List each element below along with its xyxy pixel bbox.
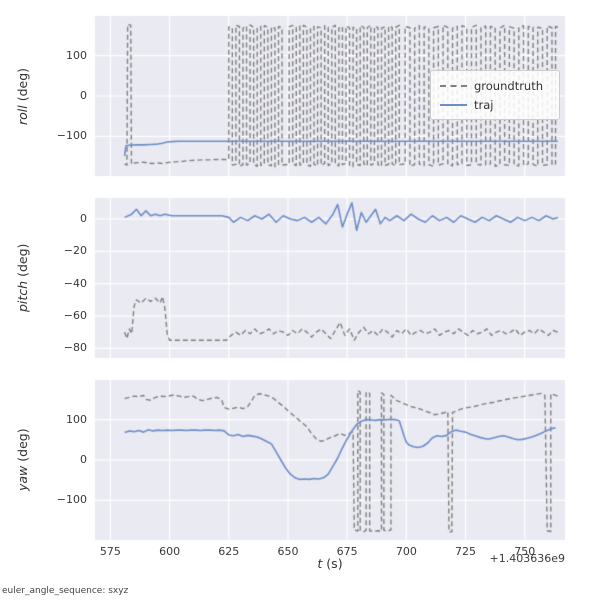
y-tick-label: 100 — [66, 412, 87, 426]
x-axis-label-unit: (s) — [322, 556, 343, 571]
x-tick-label: 725 — [455, 545, 477, 558]
y-tick-label: 100 — [66, 48, 87, 62]
groundtruth-line-sample — [440, 84, 467, 87]
y-tick-label: −100 — [56, 129, 87, 143]
x-axis-label-var: t — [317, 556, 323, 571]
legend-entry-traj: traj — [440, 95, 550, 114]
legend: groundtruth traj — [430, 70, 560, 120]
yaw-axis-label-var: yaw — [15, 466, 30, 492]
x-tick-label: 650 — [277, 545, 299, 558]
y-tick-label: −20 — [63, 244, 87, 258]
y-tick-label: −40 — [63, 276, 87, 290]
x-tick-label: 675 — [336, 545, 358, 558]
x-tick-label: 700 — [395, 545, 417, 558]
y-tick-label: −80 — [63, 341, 87, 355]
legend-label-traj: traj — [474, 97, 494, 112]
legend-entry-groundtruth: groundtruth — [440, 76, 550, 95]
y-tick-label: −60 — [63, 308, 87, 322]
y-tick-label: 0 — [80, 453, 87, 466]
x-tick-label: 750 — [514, 545, 536, 558]
x-tick-label: 575 — [99, 545, 121, 558]
x-axis-offset-text: +1.403636e9 — [489, 552, 565, 565]
roll-axis-label-unit: (deg) — [15, 67, 30, 105]
yaw-axis-label: yaw (deg) — [12, 380, 34, 540]
pitch-axis-label: pitch (deg) — [12, 198, 34, 358]
x-tick-label: 600 — [159, 545, 181, 558]
roll-axis-label-var: roll — [15, 104, 30, 125]
x-tick-label: 625 — [218, 545, 240, 558]
pitch-axis-label-var: pitch — [15, 281, 30, 313]
roll-axis-label: roll (deg) — [12, 16, 34, 176]
legend-label-groundtruth: groundtruth — [474, 78, 544, 93]
y-tick-label: −100 — [56, 493, 87, 507]
x-axis-label: t (s) — [95, 556, 565, 571]
pitch-axis-label-unit: (deg) — [15, 243, 30, 282]
footer-note: euler_angle_sequence: sxyz — [2, 586, 129, 596]
yaw-axis-label-unit: (deg) — [15, 428, 30, 467]
traj-line-sample — [440, 103, 467, 106]
y-tick-label: 0 — [80, 89, 87, 102]
y-tick-label: 0 — [80, 212, 87, 225]
